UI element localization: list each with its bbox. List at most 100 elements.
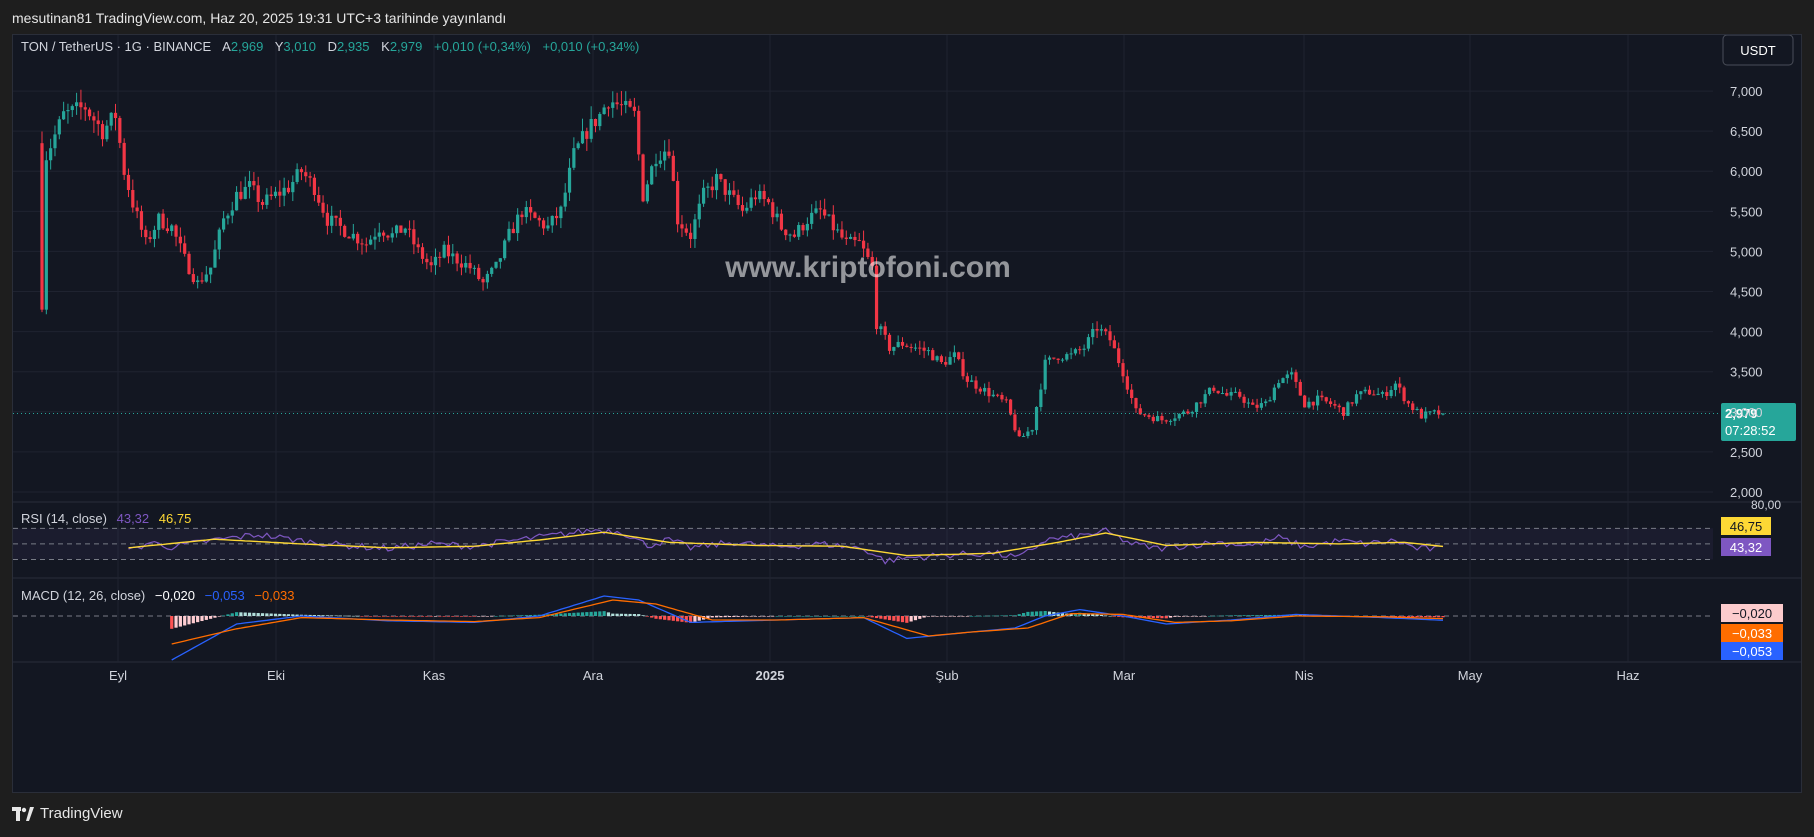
countdown-value: 07:28:52 [1725,423,1776,438]
macd-hist-bar [507,615,511,617]
x-tick-label: Nis [1295,668,1314,683]
candle-body [1164,420,1168,422]
candle-body [883,326,887,335]
candle-body [840,229,844,238]
candle-body [1359,391,1363,395]
candle-body [390,233,394,238]
candle-body [931,350,935,361]
candle-body [1177,413,1181,419]
macd-hist-bar [1104,615,1108,617]
candle-body [1376,393,1380,395]
candle-body [818,208,822,210]
candle-body [1303,395,1307,408]
macd-hist-bar [1251,615,1255,616]
chart-frame[interactable]: www.kriptofoni.com TON / TetherUS · 1G ·… [12,34,1802,793]
macd-hist-bar [697,616,701,621]
macd-signal-tag: −0,033 [1721,624,1783,642]
macd-signal-line [171,599,1444,645]
currency-button[interactable]: USDT [1722,35,1794,66]
candle-body [559,206,563,219]
candle-body [100,124,105,140]
macd-hist-bar [784,616,788,617]
macd-hist-bar [420,616,425,617]
macd-hist-bar [952,616,956,617]
macd-hist-bar [390,616,394,617]
macd-hist-bar [749,616,753,617]
macd-hist-bar [710,616,714,618]
candle-body [356,233,360,244]
low-value: 2,935 [337,39,370,54]
candle-body [784,229,788,236]
candle-body [83,107,87,110]
candle-body [1073,349,1078,354]
macd-hist-bar [676,616,680,622]
y-tick-label: 6,500 [1730,124,1763,139]
candle-body [1389,390,1393,397]
candle-body [1194,402,1199,413]
macd-hist-bar [602,611,606,616]
macd-hist-bar [369,616,373,617]
high-label: Y [275,39,284,54]
candle-body [1372,394,1376,396]
macd-hist-bar [1069,614,1073,616]
macd-hist-bar [593,611,598,616]
candle-body [265,194,269,205]
chart-svg[interactable]: www.kriptofoni.com TON / TetherUS · 1G ·… [13,35,1801,792]
macd-hist-bar [758,616,762,617]
macd-hist-bar [926,616,931,617]
macd-hist-bar [416,616,420,617]
candle-body [1039,389,1043,408]
macd-hist-bar [883,616,887,620]
macd-hist-bar [425,616,429,617]
macd-hist-bar [343,615,347,617]
last-price-value: 2,979 [1725,406,1758,421]
macd-hist-bar [1086,613,1091,616]
candle-body [226,215,230,219]
macd-hist-bar [1199,616,1203,617]
macd-hist-bar [1073,613,1078,616]
candle-body [139,211,144,230]
candle-body [1246,402,1251,404]
candle-body [213,249,217,268]
macd-hist-bar [996,615,1000,617]
candle-body [386,235,390,238]
macd-hist-bar [900,616,905,623]
macd-hist-bar [719,616,723,618]
macd-hist-bar [637,614,641,616]
macd-hist-bar [1099,614,1103,616]
candle-body [1380,392,1385,394]
macd-hist-bar [377,616,381,617]
candle-body [403,228,407,233]
macd-hist-bar [572,612,576,616]
macd-hist-bar [1173,616,1177,617]
candle-body [92,116,96,121]
candle-body [1238,391,1242,397]
candle-body [304,172,308,177]
macd-hist-bar [1216,615,1220,617]
y-tick-label: 4,000 [1730,325,1763,340]
candle-body [174,225,178,237]
x-tick-label: Eyl [109,668,127,683]
candle-body [732,190,736,195]
macd-hist-bar [1272,614,1276,616]
candle-body [576,143,580,149]
candle-body [1203,394,1207,404]
macd-hist-bar [1186,616,1190,617]
macd-hist-bar [792,616,796,617]
candle-body [1121,363,1125,377]
footer-brand: TradingView [40,805,123,822]
candle-body [667,151,671,156]
candle-body [247,181,252,187]
y-tick-label: 5,000 [1730,244,1763,259]
macd-hist-bar [559,613,563,616]
candle-body [468,262,472,269]
macd-hist-bar [689,616,693,623]
macd-hist-bar [312,615,317,616]
macd-hist-bar [1091,614,1095,616]
candle-body [1411,403,1415,411]
candle-body [719,174,723,180]
candle-body [598,114,602,127]
candle-body [49,148,53,161]
candle-body [537,217,541,221]
candle-body [343,225,347,237]
